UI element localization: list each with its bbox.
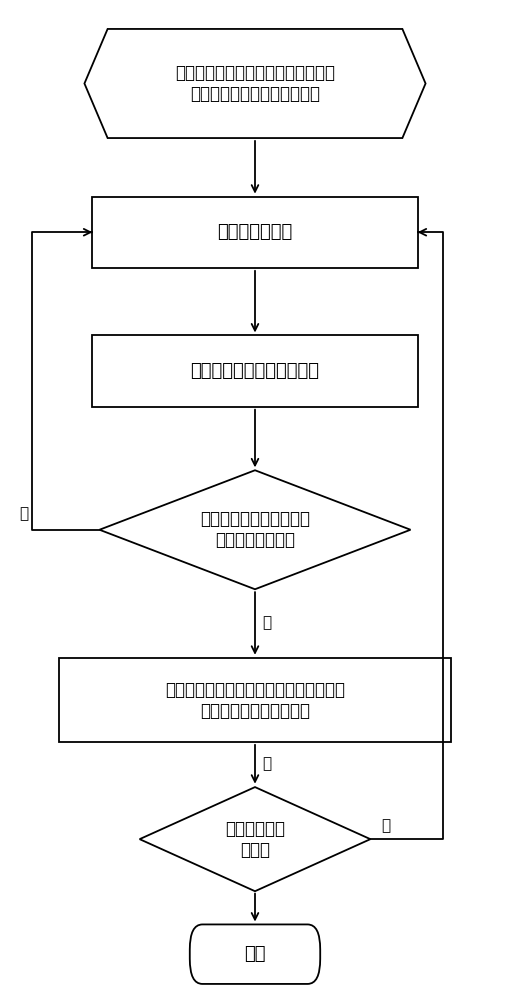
Text: 是: 是 xyxy=(262,615,271,630)
Text: 保存本次循环的优化结果，设置最小代价
函数值为当前目标函数值: 保存本次循环的优化结果，设置最小代价 函数值为当前目标函数值 xyxy=(165,681,344,720)
Text: 否: 否 xyxy=(20,506,29,521)
Polygon shape xyxy=(84,29,425,138)
Bar xyxy=(92,335,417,407)
Text: 设定循环次数，设置最小代价函数值
为无穷大，设置一个临时向量: 设定循环次数，设置最小代价函数值 为无穷大，设置一个临时向量 xyxy=(175,64,334,103)
Polygon shape xyxy=(139,787,370,891)
Text: 结束: 结束 xyxy=(244,945,265,963)
Text: 是: 是 xyxy=(262,756,271,771)
Text: 使用优化算法进行优化设计: 使用优化算法进行优化设计 xyxy=(190,362,319,380)
Polygon shape xyxy=(99,470,410,589)
FancyBboxPatch shape xyxy=(189,924,320,984)
Text: 初始化相位向量: 初始化相位向量 xyxy=(217,223,292,241)
Text: 否: 否 xyxy=(380,818,389,833)
Bar xyxy=(59,658,450,742)
Bar xyxy=(92,197,417,268)
Text: 循环次数是否
结束？: 循环次数是否 结束？ xyxy=(224,820,285,859)
Text: 当前目标函数值是否小于
最小代价函数值？: 当前目标函数值是否小于 最小代价函数值？ xyxy=(200,510,309,549)
